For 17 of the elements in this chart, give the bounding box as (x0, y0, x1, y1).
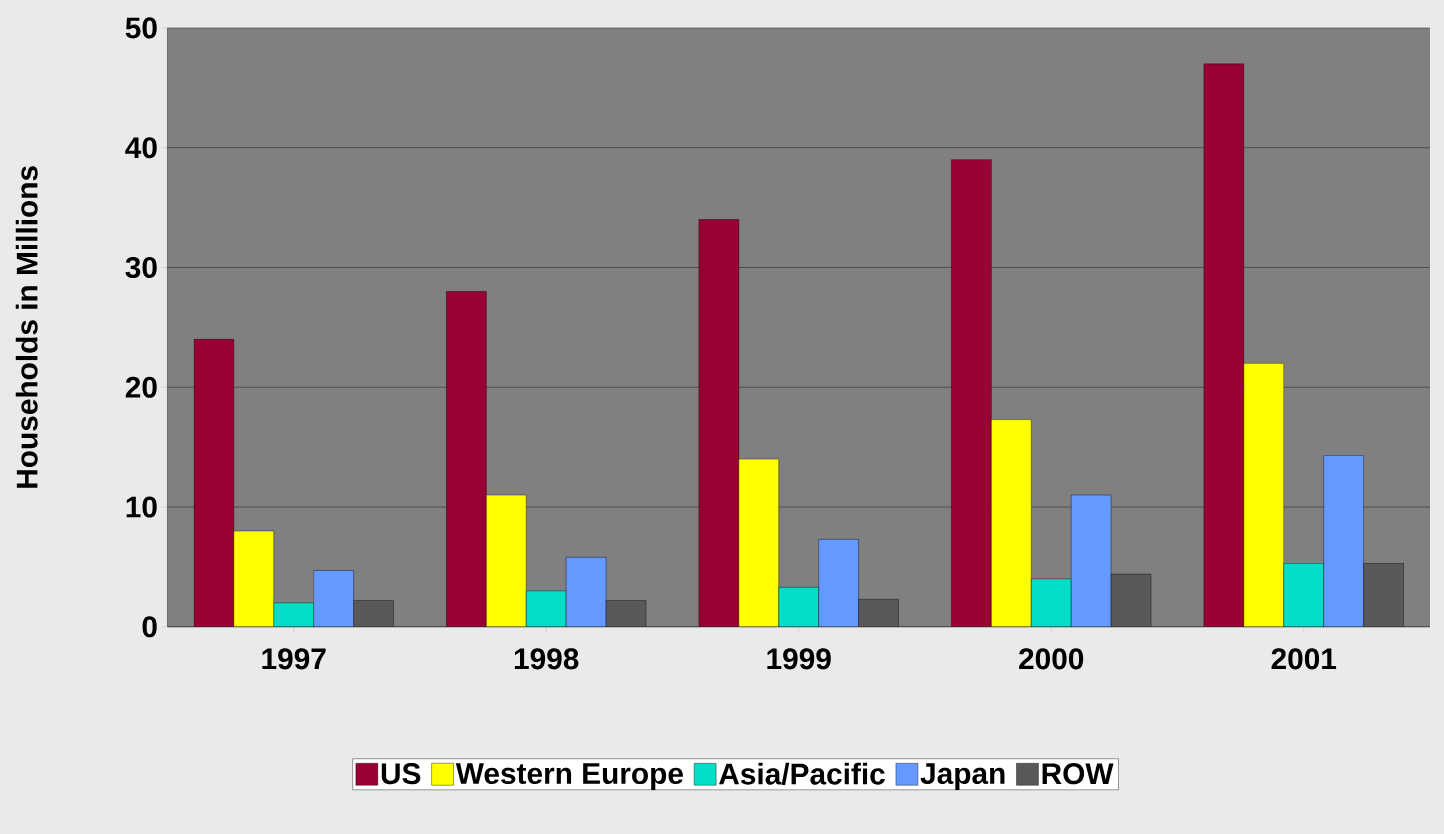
x-tick-label: 2001 (1271, 648, 1337, 670)
x-tick-label: 1997 (262, 648, 326, 670)
x-tick-label: 1998 (514, 648, 579, 670)
legend-label: ROW (1042, 762, 1114, 785)
y-tick-label: 0 (142, 616, 157, 638)
y-axis-title: Households in Millions (15, 165, 38, 488)
x-tick-label: 2000 (1019, 648, 1084, 670)
y-tick-label: 40 (125, 136, 157, 159)
legend-label: Western Europe (455, 763, 683, 790)
y-tick-label: 50 (125, 17, 157, 39)
y-tick-label: 20 (125, 376, 157, 398)
legend-label: Asia/Pacific (719, 762, 885, 785)
y-tick-label: 10 (126, 496, 157, 518)
legend-label: US (381, 762, 421, 785)
legend-label: Japan (920, 763, 1005, 790)
x-tick-label: 1999 (767, 648, 831, 670)
y-tick-label: 30 (125, 256, 157, 278)
